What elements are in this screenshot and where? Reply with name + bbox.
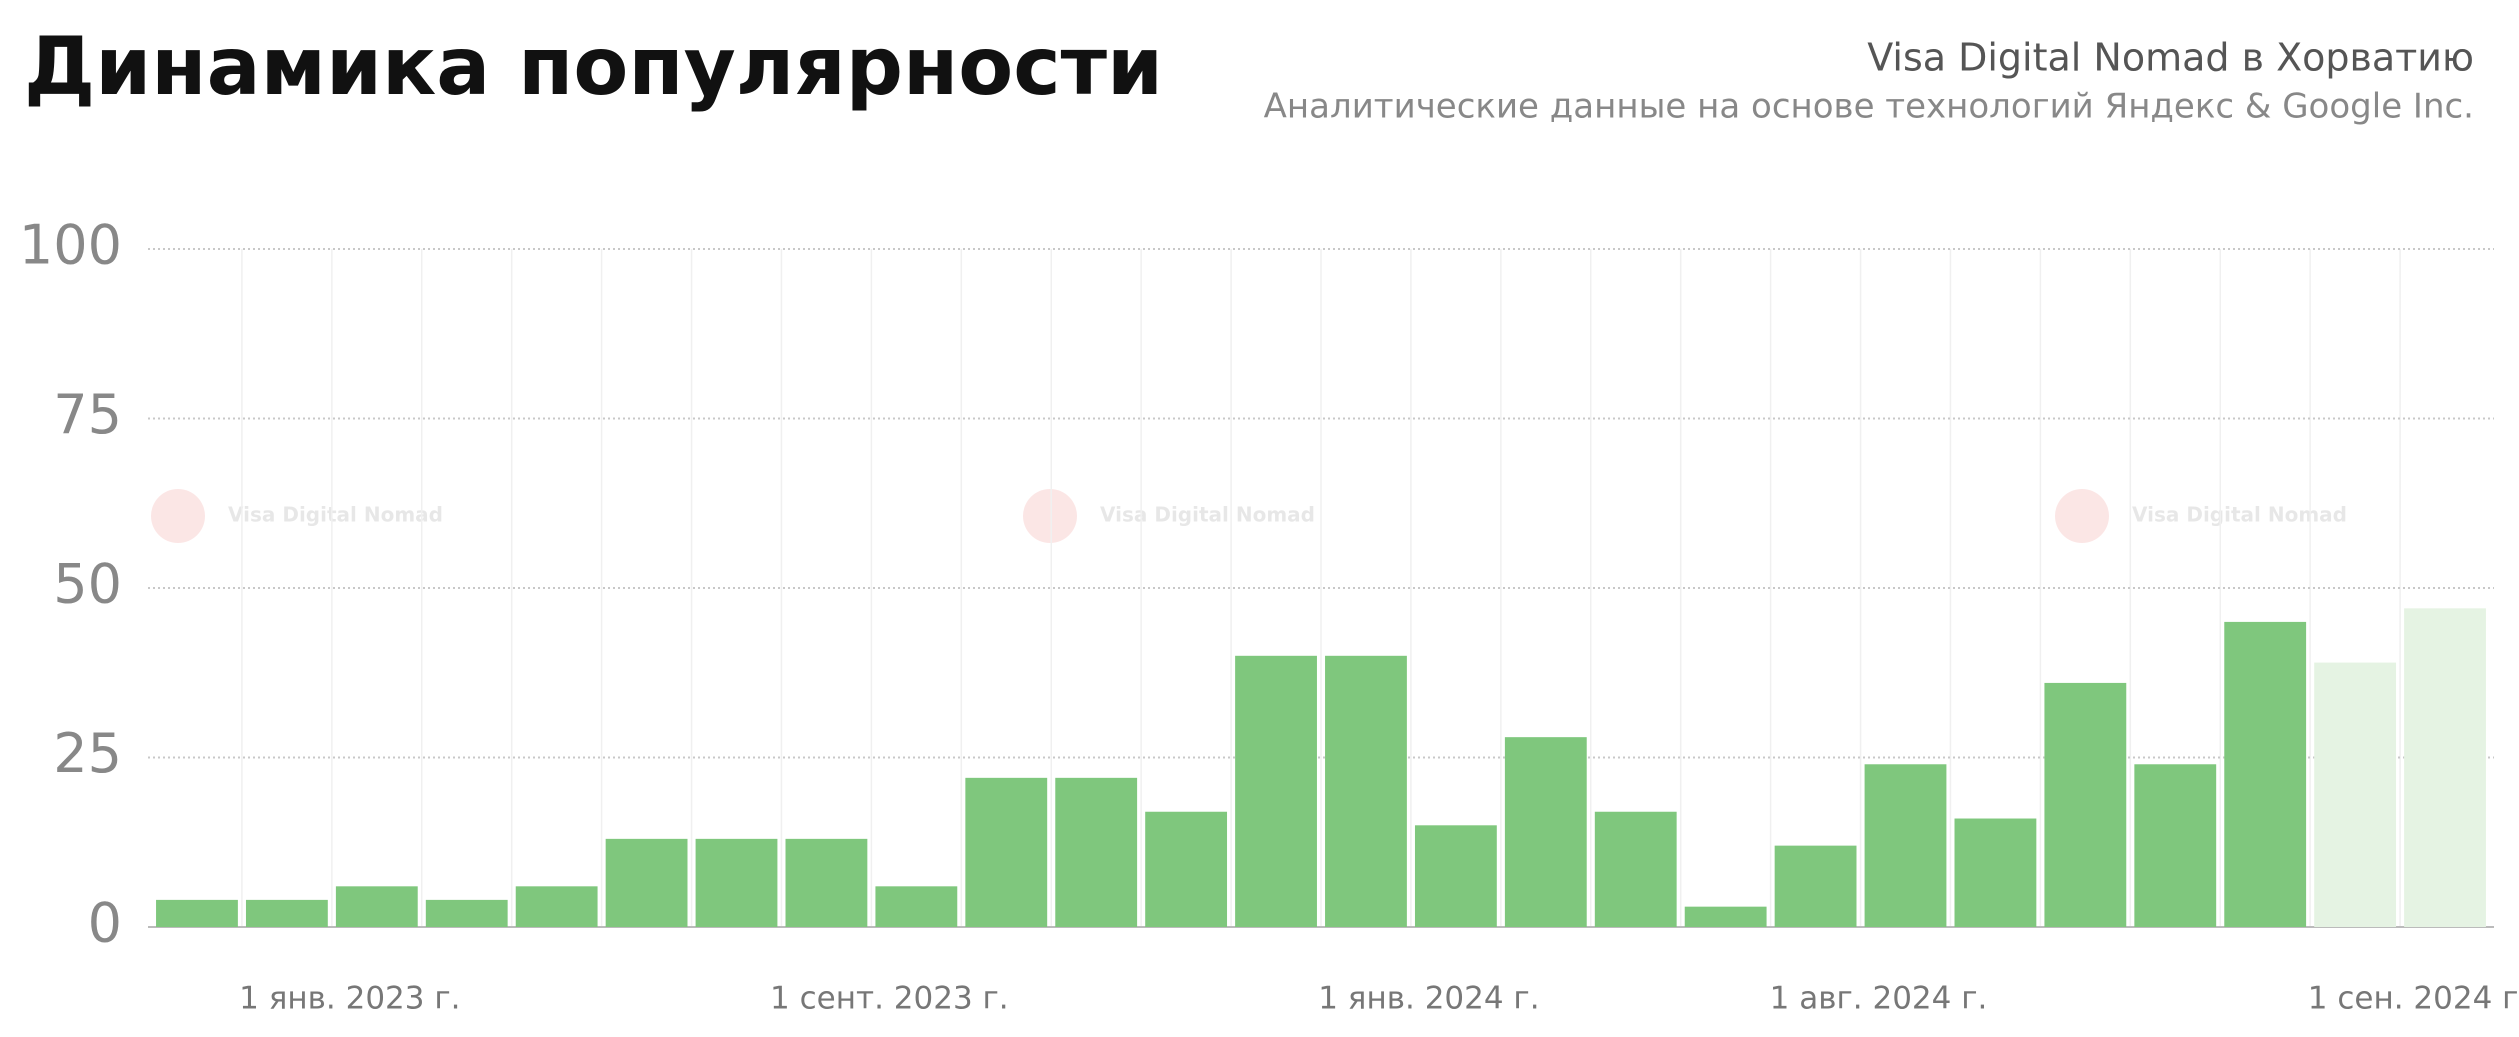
bar bbox=[2044, 682, 2127, 927]
bar bbox=[2314, 662, 2397, 927]
y-tick-label: 50 bbox=[53, 553, 122, 616]
x-tick-label: 1 янв. 2024 г. bbox=[1318, 981, 1539, 1017]
bar bbox=[2224, 621, 2307, 927]
x-tick-label: 1 сен. 2024 г. bbox=[2308, 981, 2519, 1017]
x-tick-label: 1 янв. 2023 г. bbox=[239, 981, 460, 1017]
bar bbox=[875, 886, 958, 927]
bar bbox=[785, 838, 868, 927]
bar bbox=[2134, 764, 2217, 927]
watermark: Visa Digital Nomad bbox=[1100, 503, 1315, 527]
chart-title: Динамика популярности bbox=[24, 20, 1163, 113]
bar bbox=[1325, 655, 1407, 927]
bar bbox=[1594, 811, 1677, 927]
bar bbox=[1235, 655, 1317, 927]
watermark: Visa Digital Nomad bbox=[2132, 503, 2347, 527]
bar bbox=[1055, 777, 1138, 927]
watermark-logo bbox=[1023, 489, 1077, 543]
bar bbox=[1774, 845, 1857, 927]
chart-source: Аналитические данные на основе технологи… bbox=[1264, 87, 2474, 127]
bar bbox=[1954, 818, 2037, 927]
bar bbox=[515, 886, 598, 927]
watermark: Visa Digital Nomad bbox=[228, 503, 443, 527]
bar bbox=[245, 899, 328, 927]
watermark-logo bbox=[2055, 489, 2109, 543]
bar bbox=[425, 899, 508, 927]
y-tick-label: 0 bbox=[88, 892, 122, 955]
bar bbox=[1864, 764, 1947, 927]
bar bbox=[1504, 737, 1587, 927]
chart-subtitle: Visa Digital Nomad в Хорватию bbox=[1867, 36, 2474, 80]
y-tick-label: 75 bbox=[53, 383, 122, 446]
bar bbox=[1414, 825, 1497, 927]
y-tick-label: 25 bbox=[53, 722, 122, 785]
y-tick-label: 100 bbox=[19, 214, 122, 277]
bar bbox=[335, 886, 418, 927]
watermarks: Visa Digital Nomad Visa Digital Nomad Vi… bbox=[151, 489, 2347, 543]
bar bbox=[695, 838, 778, 927]
bar bbox=[1684, 906, 1767, 927]
x-tick-label: 1 авг. 2024 г. bbox=[1770, 981, 1988, 1017]
bar bbox=[156, 899, 238, 927]
bar bbox=[1145, 811, 1228, 927]
bar bbox=[965, 777, 1048, 927]
x-tick-label: 1 сент. 2023 г. bbox=[770, 981, 1009, 1017]
watermark-logo bbox=[151, 489, 205, 543]
bar bbox=[2404, 608, 2486, 927]
bar bbox=[605, 838, 688, 927]
